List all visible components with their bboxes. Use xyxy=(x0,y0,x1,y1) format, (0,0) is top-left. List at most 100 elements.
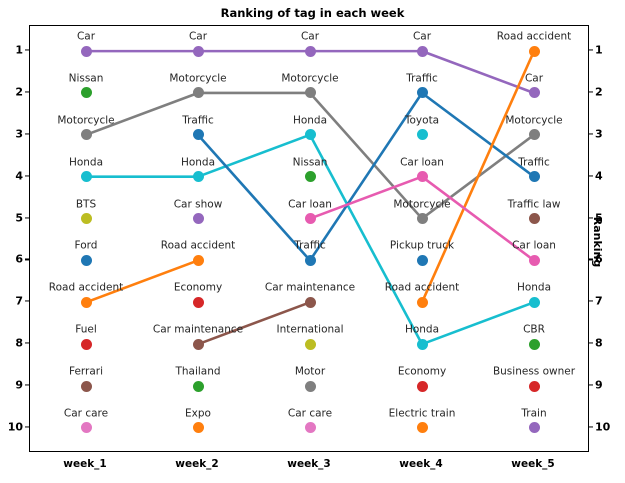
chart-title: Ranking of tag in each week xyxy=(220,6,405,20)
data-point-marker xyxy=(416,171,428,183)
y-tick-mark xyxy=(589,426,593,428)
y-tick-label: 3 xyxy=(595,127,603,141)
data-point-marker xyxy=(80,171,92,183)
data-point-marker xyxy=(416,254,428,266)
data-point-marker xyxy=(416,422,428,434)
y-tick-mark xyxy=(589,175,593,177)
data-point-marker xyxy=(192,213,204,225)
y-tick-label: 9 xyxy=(595,378,603,392)
y-tick-label: 5 xyxy=(595,211,603,225)
series-line xyxy=(196,300,312,346)
y-tick-mark xyxy=(25,258,29,260)
y-tick-mark xyxy=(589,91,593,93)
data-point-marker xyxy=(528,422,540,434)
data-point-marker xyxy=(192,296,204,308)
y-tick-mark xyxy=(589,258,593,260)
data-point-marker xyxy=(528,87,540,99)
data-point-marker xyxy=(304,380,316,392)
data-point-marker xyxy=(304,338,316,350)
data-point-marker xyxy=(416,129,428,141)
y-tick-label: 2 xyxy=(595,85,603,99)
y-tick-label: 5 xyxy=(15,211,23,225)
y-tick-label: 3 xyxy=(15,127,23,141)
y-tick-mark xyxy=(589,49,593,51)
y-axis-label: Ranking xyxy=(591,216,605,267)
data-point-marker xyxy=(192,338,204,350)
data-point-marker xyxy=(192,422,204,434)
y-tick-label: 8 xyxy=(15,336,23,350)
y-tick-label: 10 xyxy=(595,420,611,434)
y-tick-mark xyxy=(589,300,593,302)
data-point-marker xyxy=(528,171,540,183)
y-tick-mark xyxy=(589,133,593,135)
series-line xyxy=(196,91,536,262)
series-line xyxy=(84,133,536,346)
x-tick-label: week_3 xyxy=(287,458,331,470)
y-tick-mark xyxy=(25,426,29,428)
data-point-marker xyxy=(80,296,92,308)
data-point-marker xyxy=(304,129,316,141)
data-point-marker xyxy=(80,380,92,392)
data-point-marker xyxy=(80,129,92,141)
data-point-marker xyxy=(80,213,92,225)
data-point-marker xyxy=(192,171,204,183)
data-point-marker xyxy=(304,254,316,266)
y-tick-label: 6 xyxy=(15,252,23,266)
data-point-marker xyxy=(304,45,316,57)
data-point-marker xyxy=(304,213,316,225)
series-line xyxy=(420,49,536,304)
data-point-marker xyxy=(304,171,316,183)
y-tick-label: 1 xyxy=(15,43,23,57)
data-point-marker xyxy=(416,380,428,392)
x-tick-label: week_1 xyxy=(63,458,107,470)
y-tick-label: 1 xyxy=(595,43,603,57)
data-point-marker xyxy=(80,45,92,57)
y-tick-mark xyxy=(25,49,29,51)
y-tick-mark xyxy=(589,342,593,344)
data-point-marker xyxy=(192,254,204,266)
data-point-marker xyxy=(192,129,204,141)
data-point-marker xyxy=(416,213,428,225)
data-point-marker xyxy=(304,87,316,99)
series-line xyxy=(84,259,200,304)
y-tick-label: 2 xyxy=(15,85,23,99)
x-tick-label: week_5 xyxy=(511,458,555,470)
data-point-marker xyxy=(528,45,540,57)
data-point-marker xyxy=(192,45,204,57)
x-tick-label: week_4 xyxy=(399,458,443,470)
data-point-marker xyxy=(528,380,540,392)
y-tick-mark xyxy=(25,175,29,177)
data-point-marker xyxy=(304,422,316,434)
data-point-marker xyxy=(528,254,540,266)
y-tick-label: 4 xyxy=(595,169,603,183)
x-tick-label: week_2 xyxy=(175,458,219,470)
y-tick-mark xyxy=(589,384,593,386)
data-point-marker xyxy=(416,296,428,308)
y-tick-mark xyxy=(25,91,29,93)
data-point-marker xyxy=(416,87,428,99)
y-tick-mark xyxy=(589,217,593,219)
data-point-marker xyxy=(304,296,316,308)
y-tick-label: 8 xyxy=(595,336,603,350)
y-tick-label: 7 xyxy=(15,294,23,308)
data-point-marker xyxy=(80,422,92,434)
y-tick-label: 9 xyxy=(15,378,23,392)
data-point-marker xyxy=(528,129,540,141)
data-point-marker xyxy=(528,338,540,350)
y-tick-mark xyxy=(25,300,29,302)
data-point-marker xyxy=(528,296,540,308)
y-tick-label: 6 xyxy=(595,252,603,266)
data-point-marker xyxy=(528,213,540,225)
y-tick-label: 10 xyxy=(7,420,23,434)
data-point-marker xyxy=(80,254,92,266)
y-tick-mark xyxy=(25,342,29,344)
data-point-marker xyxy=(80,338,92,350)
data-point-marker xyxy=(80,87,92,99)
plot-area: Car Nissan Motorcycle Honda BTS Ford Road acci… xyxy=(29,25,589,452)
y-tick-mark xyxy=(25,384,29,386)
y-tick-label: 4 xyxy=(15,169,23,183)
y-tick-mark xyxy=(25,133,29,135)
y-tick-mark xyxy=(25,217,29,219)
data-point-marker xyxy=(192,87,204,99)
